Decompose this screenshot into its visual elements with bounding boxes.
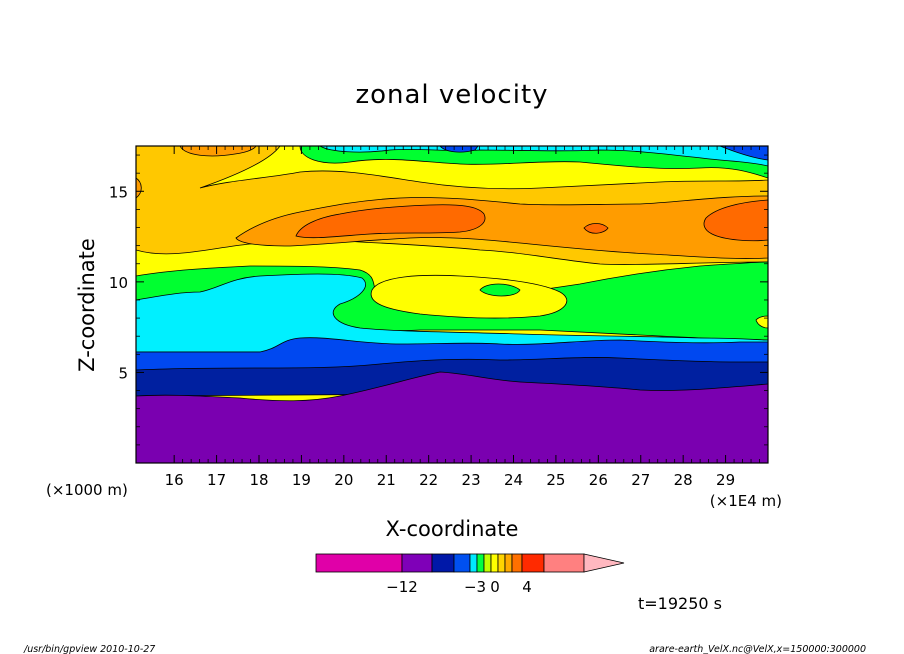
chart-title: zonal velocity: [355, 80, 548, 110]
colorbar-label: 0: [490, 578, 500, 596]
colorbar-segment: [504, 553, 513, 573]
colorbar: [315, 553, 625, 573]
colorbar-segment: [521, 553, 545, 573]
colorbar-segment: [543, 553, 585, 573]
colorbar-segment: [469, 553, 478, 573]
colorbar-label: −12: [386, 578, 418, 596]
x-tick-label: 23: [462, 471, 481, 489]
time-label: t=19250 s: [638, 594, 722, 613]
contour-band-blue-top2: [439, 146, 479, 153]
contour-band-dark-orange-1: [295, 204, 486, 239]
contour-band-yellow-right: [755, 315, 768, 329]
colorbar-segment: [490, 553, 499, 573]
x-unit-note: (×1E4 m): [710, 492, 782, 510]
x-tick-label: 20: [334, 471, 353, 489]
contour-band-cyan-top: [319, 146, 768, 167]
contour-band-dark-orange-3: [583, 223, 609, 234]
y-unit-note: (×1000 m): [46, 481, 128, 499]
x-tick-label: 18: [249, 471, 268, 489]
y-axis-ticks: 5 10 15: [109, 154, 768, 446]
x-tick-label: 17: [207, 471, 226, 489]
y-tick-label: 10: [109, 274, 128, 292]
colorbar-segment: [453, 553, 471, 573]
colorbar-segment: [476, 553, 485, 573]
colorbar-arrow: [583, 553, 625, 573]
contour-band-dark-orange-2: [703, 199, 768, 242]
contour-band-purple: [136, 371, 768, 463]
x-tick-label: 19: [292, 471, 311, 489]
x-tick-label: 16: [165, 471, 184, 489]
x-tick-label: 28: [674, 471, 693, 489]
colorbar-segment: [483, 553, 492, 573]
contour-field: [136, 146, 768, 463]
x-tick-label: 24: [504, 471, 523, 489]
colorbar-labels: −12 −3 0 4: [386, 578, 532, 596]
colorbar-segment: [315, 553, 403, 573]
x-tick-label: 29: [716, 471, 735, 489]
colorbar-segment: [431, 553, 455, 573]
footer-right: arare-earth_VelX.nc@VelX,x=150000:300000: [649, 644, 866, 654]
x-axis-label: X-coordinate: [386, 517, 519, 541]
x-tick-label: 22: [419, 471, 438, 489]
x-tick-label: 26: [589, 471, 608, 489]
contour-band-green-top: [299, 146, 768, 179]
x-tick-label: 25: [546, 471, 565, 489]
x-tick-label: 27: [631, 471, 650, 489]
footer-left: /usr/bin/gpview 2010-10-27: [23, 644, 155, 654]
colorbar-label: 4: [522, 578, 532, 596]
contour-band-green-island: [479, 283, 521, 297]
colorbar-segment: [511, 553, 523, 573]
y-axis-label: Z-coordinate: [75, 238, 99, 372]
y-tick-label: 15: [109, 183, 128, 201]
colorbar-segment: [497, 553, 506, 573]
x-axis-ticks: 16 17 18 19 20 21 22 23 24 25 26 27 28 29: [165, 146, 760, 489]
plot-frame: [135, 145, 769, 464]
x-tick-label: 21: [377, 471, 396, 489]
contour-band-orange-topleft: [179, 146, 257, 157]
contour-band-yellow-pocket: [370, 274, 568, 319]
colorbar-segment: [401, 553, 433, 573]
y-tick-label: 5: [118, 364, 128, 382]
contour-band-cyan: [136, 273, 768, 353]
colorbar-label: −3: [464, 578, 486, 596]
